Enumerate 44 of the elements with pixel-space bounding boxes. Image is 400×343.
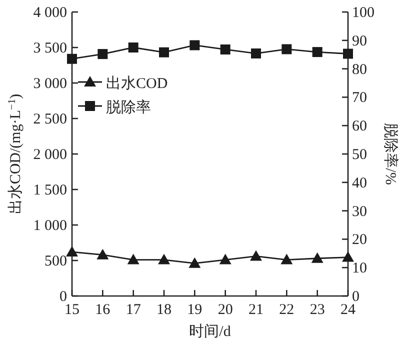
y2-tick-label: 0: [352, 289, 360, 305]
y2-tick-label: 70: [352, 90, 367, 106]
x-tick-label: 23: [310, 302, 325, 318]
x-tick-label: 20: [218, 302, 233, 318]
x-tick-label: 19: [187, 302, 202, 318]
x-tick-label: 22: [279, 302, 294, 318]
x-tick-label: 18: [156, 302, 172, 318]
x-tick-label: 17: [126, 302, 142, 318]
x-axis-title: 时间/d: [189, 323, 232, 340]
legend-label: 脱除率: [106, 99, 151, 116]
y-tick-label: 0: [60, 289, 67, 305]
y2-tick-label: 80: [352, 62, 367, 78]
y2-tick-label: 60: [352, 118, 367, 135]
y2-tick-label: 10: [352, 260, 367, 277]
point: [251, 48, 261, 58]
point: [343, 48, 353, 59]
point: [312, 47, 322, 58]
point: [67, 54, 77, 64]
point: [128, 42, 138, 52]
legend-label: 出水COD: [106, 75, 168, 92]
y-tick-label: 4 000: [33, 5, 67, 21]
y-tick-label: 2 500: [33, 112, 67, 128]
x-tick-label: 21: [248, 302, 264, 318]
y2-tick-label: 30: [352, 204, 367, 220]
point: [98, 49, 108, 60]
y-tick-label: 1 500: [33, 182, 67, 198]
point: [159, 47, 169, 58]
y2-tick-label: 90: [352, 33, 367, 50]
x-tick-label: 24: [340, 302, 356, 318]
y2-axis-title: 脱除率/%: [382, 123, 399, 185]
y-tick-label: 2 000: [33, 147, 67, 163]
y2-tick-label: 40: [352, 175, 367, 192]
y2-tick-label: 20: [352, 232, 367, 248]
y2-tick-label: 100: [352, 5, 374, 21]
y-tick-label: 1 000: [33, 218, 67, 234]
x-tick-label: 15: [64, 302, 80, 318]
y2-tick-label: 50: [352, 147, 367, 163]
x-tick-label: 16: [95, 302, 111, 318]
point: [220, 44, 230, 54]
y-tick-label: 500: [44, 254, 67, 270]
y-tick-label: 3 500: [33, 40, 67, 56]
point: [282, 44, 292, 54]
y-tick-label: 3 000: [33, 76, 67, 92]
point: [190, 40, 200, 50]
